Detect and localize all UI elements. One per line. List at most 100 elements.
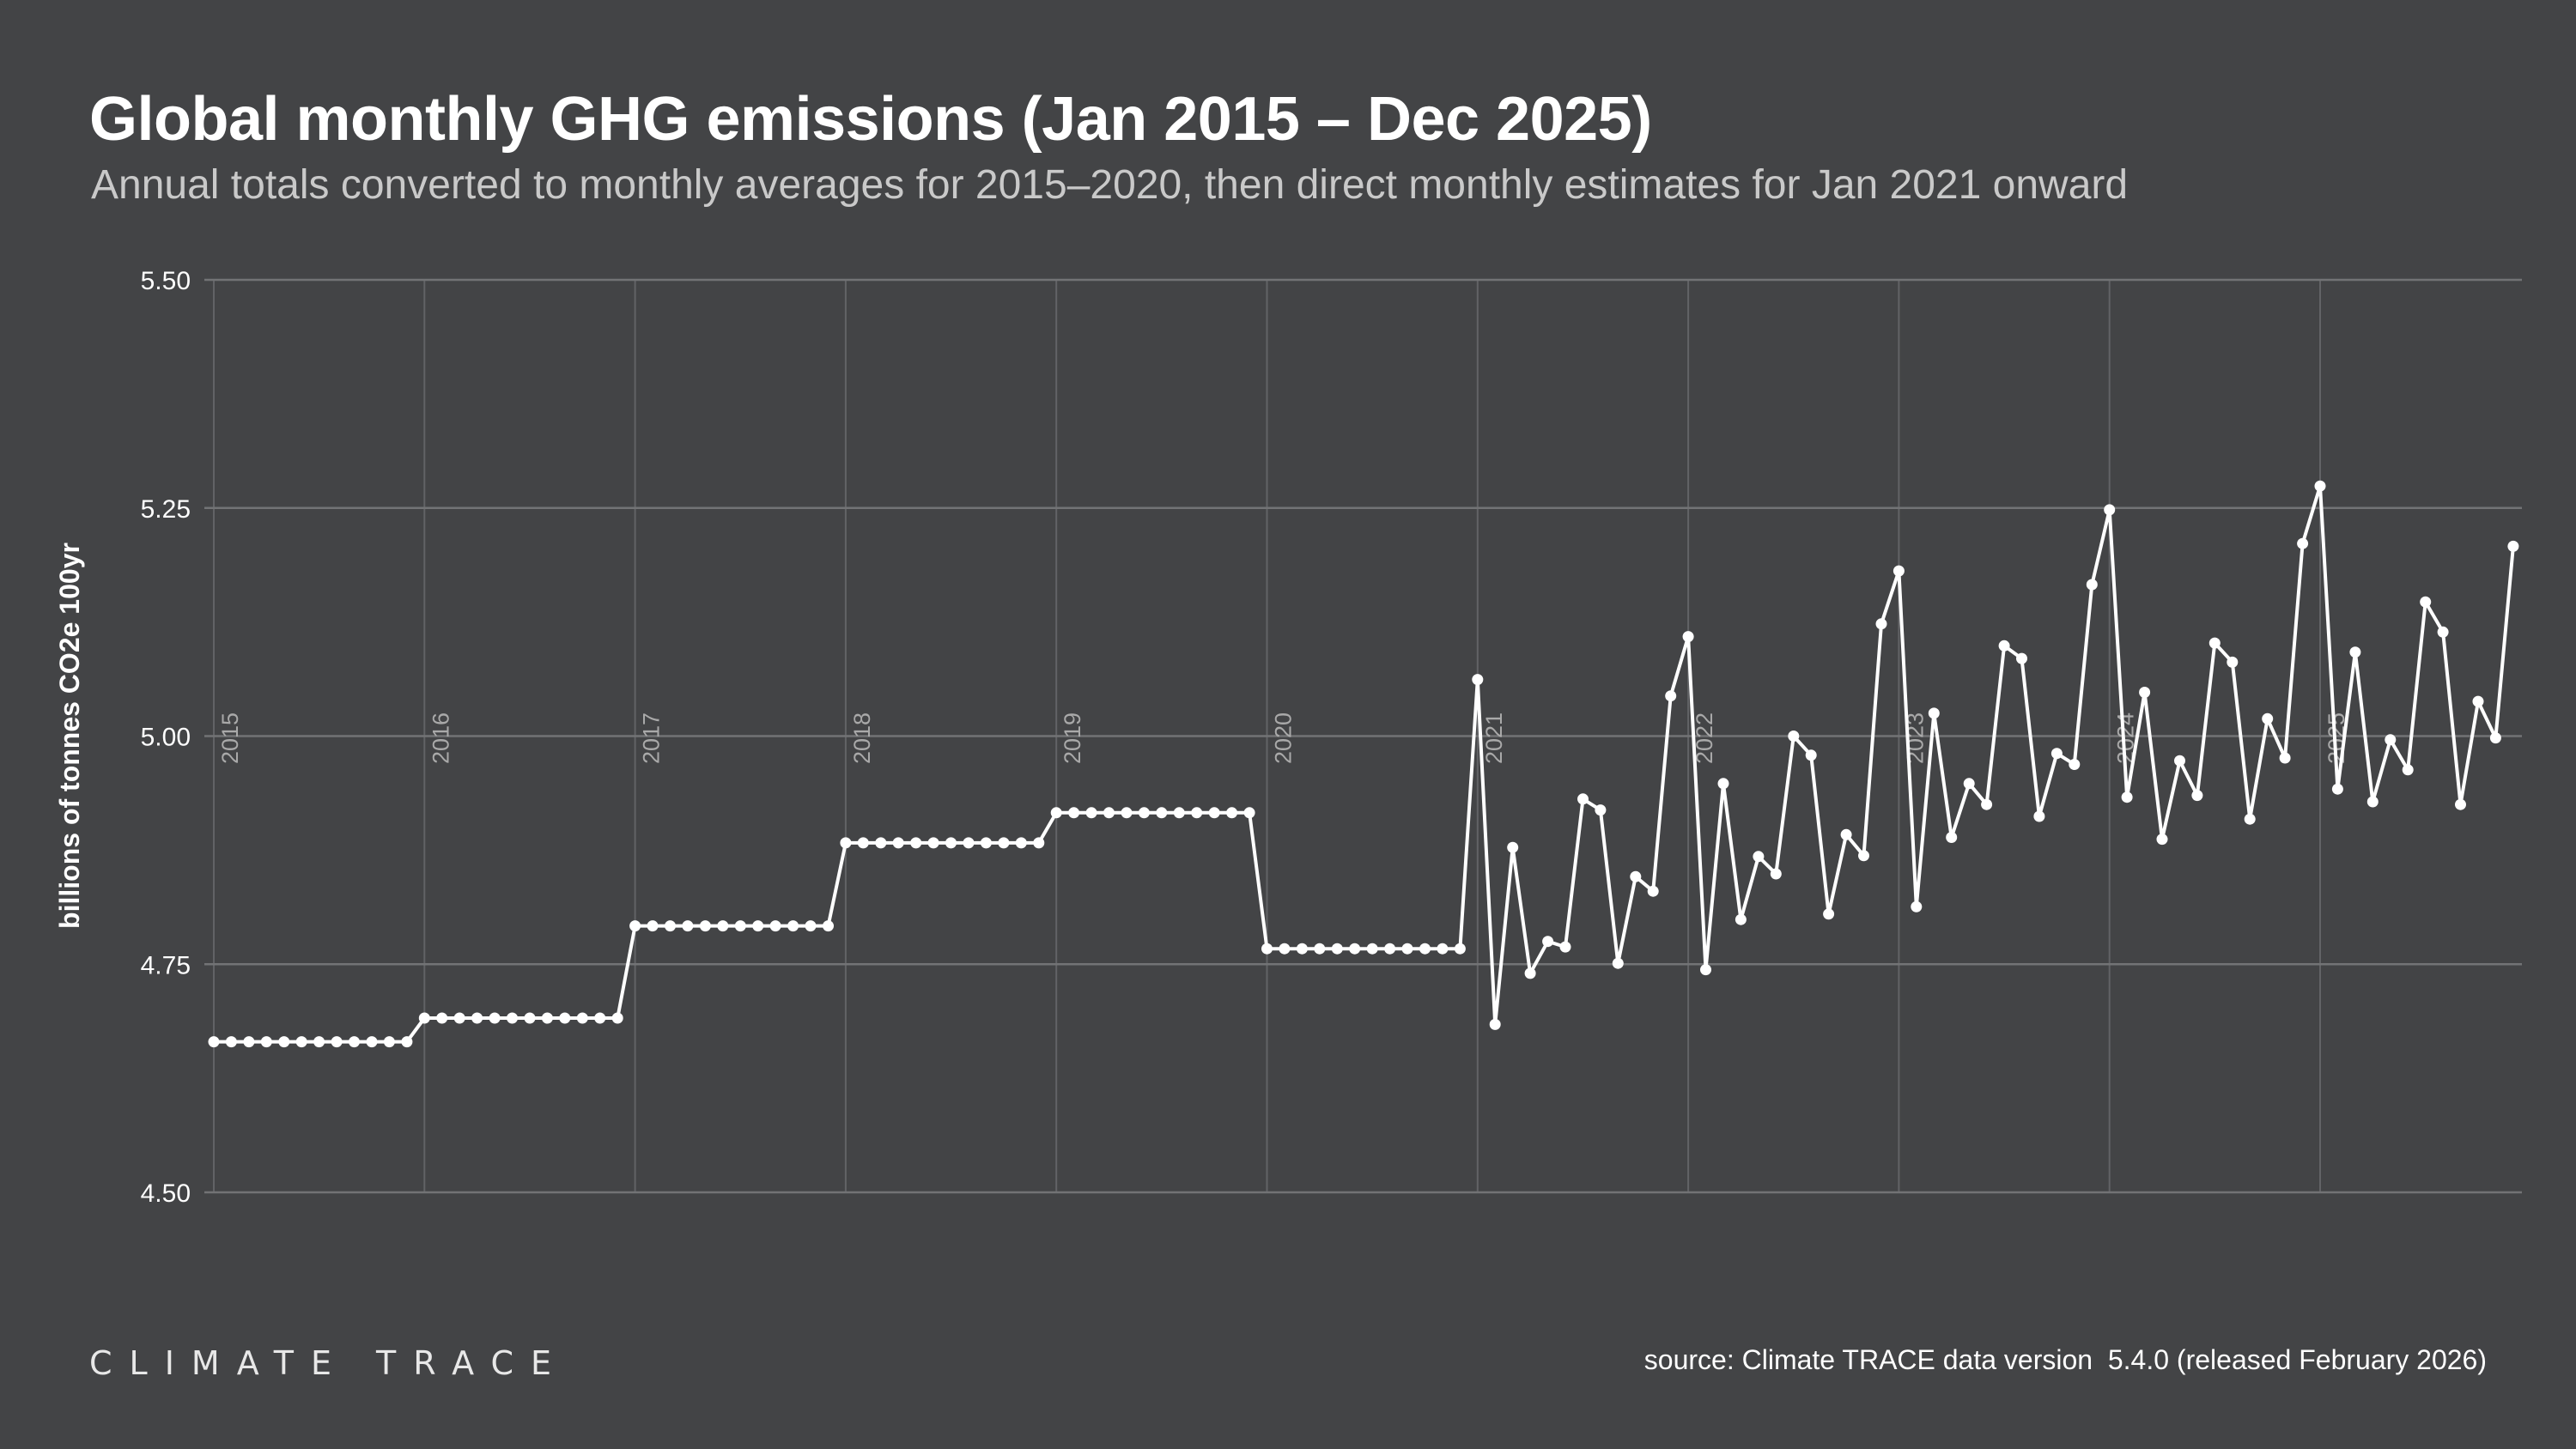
data-point-2022-11: [1858, 850, 1869, 862]
data-point-2020-9: [1401, 943, 1413, 955]
data-point-2021-6: [1559, 941, 1571, 953]
data-point-2017-1: [629, 920, 641, 932]
data-point-2023-4: [1946, 832, 1958, 843]
data-point-2019-11: [1226, 807, 1238, 819]
data-point-2016-7: [524, 1012, 536, 1024]
data-point-2017-12: [823, 920, 834, 932]
data-point-2022-10: [1840, 828, 1852, 840]
data-point-2018-8: [963, 837, 975, 849]
data-point-2016-11: [594, 1012, 606, 1024]
data-point-2020-1: [1261, 943, 1273, 955]
data-point-2024-10: [2262, 712, 2274, 724]
data-point-2025-8: [2437, 626, 2449, 638]
data-point-2019-7: [1156, 807, 1168, 819]
data-point-2016-3: [453, 1012, 465, 1024]
data-point-2017-9: [769, 920, 781, 932]
data-point-2023-9: [2033, 810, 2045, 822]
data-point-2024-1: [2104, 504, 2116, 516]
data-point-2023-12: [2086, 579, 2098, 591]
y-tick-label: 5.50: [141, 267, 191, 295]
data-point-2019-9: [1191, 807, 1203, 819]
data-point-2019-3: [1085, 807, 1097, 819]
data-point-2015-10: [366, 1036, 378, 1048]
data-point-2016-6: [507, 1012, 518, 1024]
data-point-2018-5: [910, 837, 922, 849]
data-point-2024-3: [2139, 687, 2151, 698]
data-point-2020-12: [1454, 943, 1466, 955]
y-axis-label: billions of tonnes CO2e 100yr: [54, 543, 85, 929]
data-point-2016-12: [611, 1012, 623, 1024]
data-point-2017-5: [699, 920, 711, 932]
data-point-2023-5: [1963, 778, 1975, 790]
data-point-2025-6: [2402, 764, 2414, 776]
data-point-2024-5: [2174, 755, 2185, 767]
data-point-2022-1: [1682, 631, 1694, 643]
series-line: [214, 484, 2515, 1044]
data-point-2016-1: [418, 1012, 430, 1024]
data-point-2023-2: [1911, 900, 1923, 912]
y-tick-label: 4.50: [141, 1179, 191, 1208]
data-point-2021-11: [1647, 885, 1659, 897]
data-point-2019-1: [1050, 807, 1062, 819]
data-point-2019-2: [1068, 807, 1080, 819]
data-point-2018-4: [892, 837, 904, 849]
data-point-2019-8: [1173, 807, 1185, 819]
data-point-2025-11: [2489, 732, 2501, 744]
data-point-2022-7: [1788, 731, 1800, 742]
year-label-2021: 2021: [1481, 712, 1507, 764]
year-label-2017: 2017: [639, 712, 665, 764]
data-point-2022-4: [1735, 913, 1747, 925]
data-point-2015-12: [401, 1036, 413, 1048]
data-point-2020-8: [1384, 943, 1396, 955]
data-point-2025-1: [2314, 480, 2326, 492]
data-point-2019-10: [1208, 807, 1220, 819]
data-point-2015-9: [349, 1036, 360, 1048]
y-tick-label: 5.00: [141, 724, 191, 752]
data-point-2018-1: [840, 837, 852, 849]
data-point-2021-4: [1524, 967, 1536, 979]
data-point-2025-2: [2331, 783, 2343, 795]
series-emissions: [208, 480, 2519, 1048]
data-point-2023-3: [1928, 707, 1940, 719]
data-point-2018-6: [927, 837, 939, 849]
data-point-2020-4: [1314, 943, 1326, 955]
year-label-2015: 2015: [217, 712, 243, 764]
data-point-2022-12: [1875, 618, 1887, 630]
data-point-2020-3: [1296, 943, 1308, 955]
data-point-2020-6: [1349, 943, 1361, 955]
data-point-2020-11: [1437, 943, 1449, 955]
data-point-2022-8: [1805, 749, 1817, 761]
climate-trace-logo: CLIMATE TRACE: [89, 1344, 568, 1382]
data-point-2017-11: [805, 920, 817, 932]
data-point-2017-7: [734, 920, 746, 932]
data-point-2020-5: [1331, 943, 1343, 955]
data-point-2018-3: [875, 837, 887, 849]
data-point-2016-5: [489, 1012, 501, 1024]
data-point-2024-4: [2156, 834, 2168, 846]
data-point-2016-8: [541, 1012, 553, 1024]
data-point-2024-9: [2244, 813, 2256, 825]
data-point-2015-7: [313, 1036, 325, 1048]
data-point-2024-6: [2191, 790, 2203, 802]
data-point-2025-3: [2349, 646, 2361, 658]
chart-title: Global monthly GHG emissions (Jan 2015 –…: [89, 85, 1652, 154]
data-point-2022-3: [1717, 778, 1729, 790]
data-point-2024-7: [2208, 637, 2221, 649]
data-point-2016-2: [436, 1012, 448, 1024]
data-point-2025-5: [2385, 734, 2397, 746]
data-point-2020-2: [1279, 943, 1291, 955]
data-point-2015-3: [243, 1036, 255, 1048]
data-point-2017-2: [647, 920, 659, 932]
data-point-2021-2: [1489, 1018, 1501, 1030]
data-point-2023-6: [1981, 798, 1993, 810]
data-point-2024-8: [2227, 656, 2239, 668]
data-point-2018-2: [857, 837, 869, 849]
data-point-2016-10: [576, 1012, 588, 1024]
y-tick-label: 4.75: [141, 951, 191, 979]
data-point-2018-11: [1015, 837, 1027, 849]
data-point-2018-12: [1033, 837, 1045, 849]
data-point-2024-2: [2121, 791, 2133, 803]
data-point-2018-10: [998, 837, 1010, 849]
year-labels: 2015 2016 2017 2018 2019 2020 2021 2022 2023 2024…: [217, 712, 2349, 764]
